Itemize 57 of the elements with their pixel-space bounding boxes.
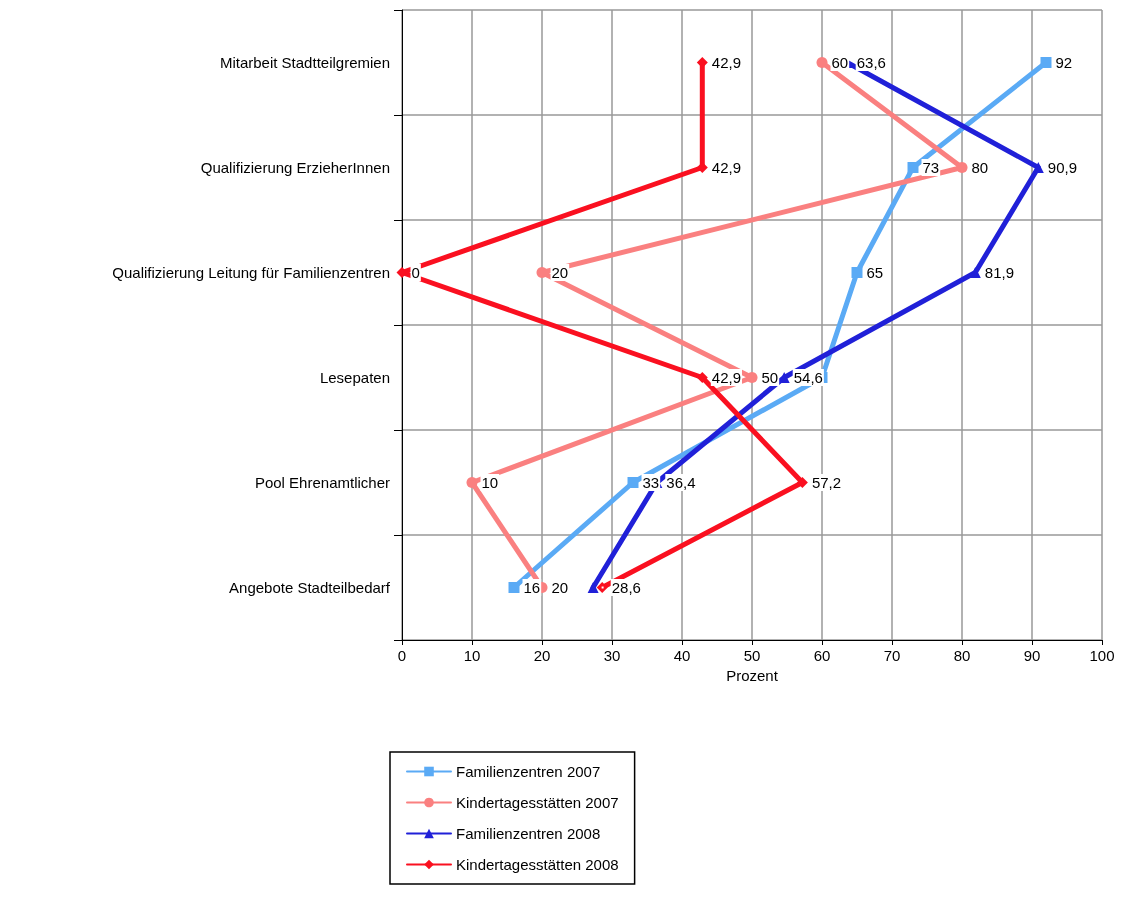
- point: [816, 57, 828, 68]
- x-tick-label: 30: [603, 647, 621, 664]
- data-label: 20: [551, 264, 569, 281]
- data-label: 92: [1055, 54, 1073, 71]
- data-label: 36,4: [666, 474, 696, 491]
- data-label: 33: [642, 474, 660, 491]
- data-label: 10: [481, 474, 499, 491]
- data-label: 16: [523, 579, 541, 596]
- data-label: 63,6: [856, 54, 886, 71]
- y-tick-label: Pool Ehrenamtlicher: [254, 474, 390, 491]
- x-tick-label: 80: [953, 647, 971, 664]
- y-tick-label: Angebote Stadteilbedarf: [229, 579, 391, 596]
- y-tick-label: Lesepaten: [319, 369, 390, 386]
- y-tick-label: Qualifizierung ErzieherInnen: [200, 159, 390, 176]
- x-tick-label: 70: [883, 647, 901, 664]
- point: [969, 267, 981, 278]
- data-label: 28,6: [611, 579, 641, 596]
- data-label: 73: [922, 159, 940, 176]
- point: [907, 162, 919, 173]
- legend-label: Kindertagesstätten 2007: [456, 794, 619, 811]
- x-tick-label: 60: [813, 647, 831, 664]
- data-label: 42,9: [711, 369, 741, 386]
- point: [1040, 57, 1052, 68]
- data-label: 54,6: [793, 369, 823, 386]
- legend-label: Kindertagesstätten 2008: [456, 856, 619, 873]
- data-label: 90,9: [1047, 159, 1077, 176]
- point: [851, 267, 863, 278]
- data-label: 57,2: [811, 474, 842, 491]
- x-tick-label: 50: [743, 647, 761, 664]
- data-label: 0: [411, 264, 420, 281]
- x-tick-label: 0: [397, 647, 407, 664]
- data-label: 50: [761, 369, 779, 386]
- point: [508, 582, 520, 593]
- x-tick-label: 40: [673, 647, 691, 664]
- data-label: 42,9: [711, 54, 741, 71]
- point: [587, 582, 599, 593]
- x-tick-label: 10: [463, 647, 481, 664]
- data-label: 42,9: [711, 159, 741, 176]
- data-label: 60: [831, 54, 849, 71]
- data-label: 20: [551, 579, 569, 596]
- data-label: 65: [866, 264, 884, 281]
- point: [696, 372, 708, 383]
- data-label: 81,9: [984, 264, 1014, 281]
- point: [796, 477, 808, 488]
- legend-label: Familienzentren 2008: [456, 825, 601, 842]
- y-tick-label: Mitarbeit Stadtteilgremien: [219, 54, 390, 71]
- legend-label: Familienzentren 2007: [456, 763, 601, 780]
- x-tick-label: 20: [533, 647, 551, 664]
- x-axis-title: Prozent: [726, 666, 779, 684]
- point: [466, 477, 478, 488]
- point: [596, 582, 608, 593]
- point: [627, 477, 639, 488]
- data-label: 80: [971, 159, 989, 176]
- y-tick-label: Qualifizierung Leitung für Familienzentren: [112, 264, 390, 281]
- x-tick-label: 90: [1023, 647, 1041, 664]
- point: [1032, 162, 1044, 173]
- x-tick-label: 100: [1089, 647, 1115, 664]
